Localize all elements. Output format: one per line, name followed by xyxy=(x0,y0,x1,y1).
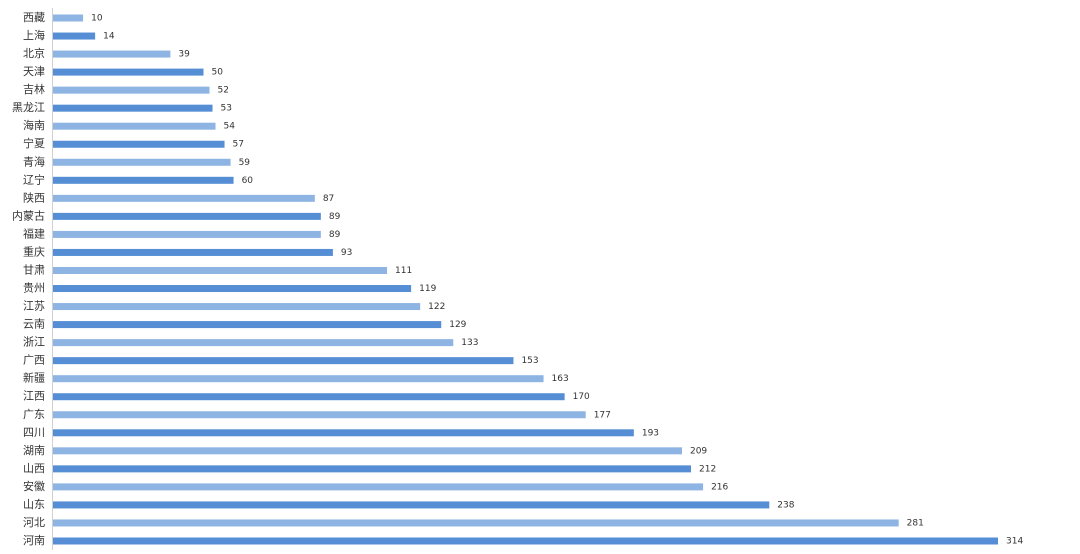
data-label: 153 xyxy=(521,356,538,366)
y-tick-label: 新疆 xyxy=(23,371,45,385)
data-label: 89 xyxy=(329,212,341,222)
bar xyxy=(53,212,321,220)
data-label: 93 xyxy=(341,248,352,258)
y-tick-label: 广东 xyxy=(23,408,45,421)
data-label: 53 xyxy=(221,104,232,114)
data-label: 39 xyxy=(178,50,190,60)
data-label: 14 xyxy=(103,32,115,42)
y-tick-label: 甘肃 xyxy=(23,263,45,276)
data-label: 111 xyxy=(395,266,412,276)
data-label: 238 xyxy=(777,500,794,510)
y-tick-label: 云南 xyxy=(23,318,45,331)
y-tick-label: 四川 xyxy=(23,426,45,439)
data-label: 209 xyxy=(690,446,707,456)
data-label: 87 xyxy=(323,194,334,204)
y-tick-label: 湖南 xyxy=(23,444,45,457)
y-tick-label: 河北 xyxy=(23,516,45,529)
y-tick-label: 内蒙古 xyxy=(12,208,45,222)
data-label: 133 xyxy=(461,338,478,348)
bar xyxy=(53,104,213,112)
y-tick-label: 北京 xyxy=(23,46,45,60)
bar xyxy=(53,411,586,419)
bar xyxy=(53,266,388,274)
bar xyxy=(53,447,682,455)
bar xyxy=(53,393,565,401)
data-label: 216 xyxy=(711,482,728,492)
data-label: 163 xyxy=(552,374,569,384)
y-tick-label: 贵州 xyxy=(23,282,45,295)
y-tick-label: 陕西 xyxy=(23,190,45,204)
bar xyxy=(53,429,634,437)
bar xyxy=(53,140,225,148)
y-tick-label: 江苏 xyxy=(23,300,45,313)
data-label: 314 xyxy=(1006,537,1023,547)
data-label: 50 xyxy=(211,68,223,78)
bar xyxy=(53,537,998,545)
bar xyxy=(53,122,216,130)
y-tick-label: 西藏 xyxy=(23,11,45,24)
bar xyxy=(53,285,412,293)
bar xyxy=(53,501,770,509)
bar xyxy=(53,68,204,76)
y-tick-label: 山东 xyxy=(23,498,45,511)
bar xyxy=(53,321,442,329)
y-tick-label: 山西 xyxy=(23,462,45,475)
data-label: 129 xyxy=(449,320,466,330)
bar xyxy=(53,375,544,383)
data-label: 60 xyxy=(242,176,254,186)
bar xyxy=(53,465,692,473)
y-tick-label: 江西 xyxy=(23,390,45,403)
y-tick-label: 辽宁 xyxy=(23,172,45,186)
data-label: 281 xyxy=(907,518,924,528)
y-tick-label: 天津 xyxy=(23,65,45,78)
y-tick-label: 上海 xyxy=(23,28,45,42)
y-tick-label: 黑龙江 xyxy=(12,101,45,114)
y-tick-label: 宁夏 xyxy=(23,136,45,150)
bar xyxy=(53,158,231,166)
bar xyxy=(53,50,171,58)
data-label: 10 xyxy=(91,14,103,24)
data-label: 212 xyxy=(699,464,716,474)
y-tick-label: 浙江 xyxy=(23,336,45,349)
y-tick-label: 福建 xyxy=(23,226,45,240)
y-tick-label: 安徽 xyxy=(23,479,45,493)
bar xyxy=(53,194,315,202)
y-tick-label: 吉林 xyxy=(23,82,45,96)
bar xyxy=(53,519,899,527)
bar xyxy=(53,248,333,256)
bar xyxy=(53,230,321,238)
y-tick-label: 海南 xyxy=(23,118,45,132)
data-label: 89 xyxy=(329,230,341,240)
bar xyxy=(53,176,234,184)
bar xyxy=(53,357,514,365)
bar xyxy=(53,86,210,94)
data-label: 122 xyxy=(428,302,445,312)
data-label: 52 xyxy=(217,86,228,96)
bar xyxy=(53,303,421,311)
data-label: 54 xyxy=(224,122,236,132)
y-tick-label: 重庆 xyxy=(23,244,45,258)
data-label: 177 xyxy=(594,410,611,420)
data-label: 57 xyxy=(233,140,244,150)
data-label: 59 xyxy=(239,158,251,168)
bar xyxy=(53,32,96,40)
bar xyxy=(53,339,454,347)
y-tick-label: 河南 xyxy=(23,534,45,547)
bar xyxy=(53,483,704,491)
data-label: 170 xyxy=(573,392,590,402)
bar xyxy=(53,14,84,22)
data-label: 119 xyxy=(419,284,436,294)
data-label: 193 xyxy=(642,428,659,438)
y-tick-label: 青海 xyxy=(23,154,45,168)
y-tick-label: 广西 xyxy=(23,354,45,367)
